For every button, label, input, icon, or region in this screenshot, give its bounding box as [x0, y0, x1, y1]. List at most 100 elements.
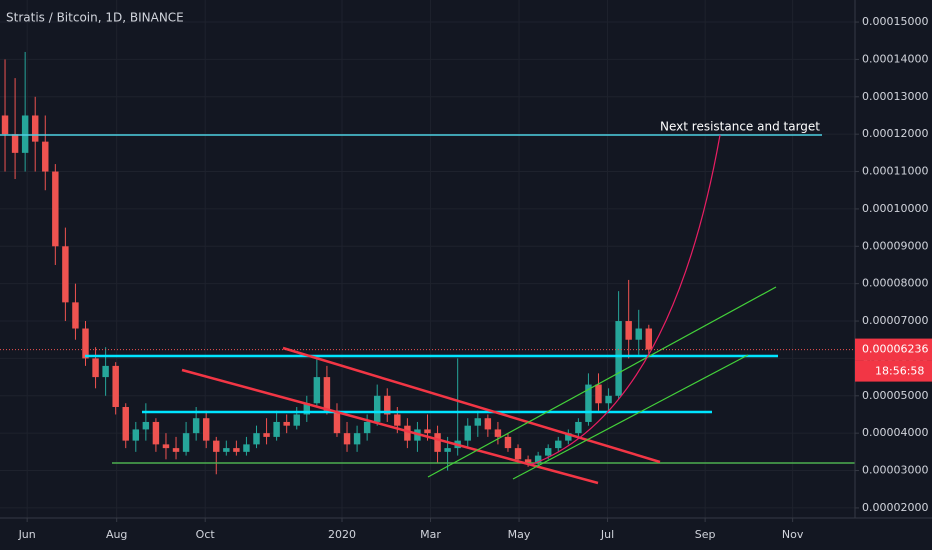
y-tick-label: 0.00007000 [862, 314, 928, 327]
candle-body [172, 448, 180, 452]
candle-body [132, 429, 140, 441]
candle-body [424, 429, 431, 434]
candle-body [1, 115, 9, 135]
candle-body [645, 328, 653, 350]
candle-body [313, 377, 321, 404]
y-tick-label: 0.00010000 [862, 202, 928, 215]
candle-body [595, 384, 602, 404]
candle-body [62, 246, 69, 303]
candle-body [544, 448, 552, 456]
candle-body [273, 421, 280, 437]
x-tick-label: May [508, 528, 531, 541]
down-trend-line [181, 368, 599, 485]
target-curve [529, 134, 721, 466]
candle-body [615, 321, 622, 396]
candle-body [202, 418, 210, 441]
up-trend-line [427, 286, 777, 478]
y-tick-label: 0.00014000 [862, 52, 928, 65]
candle-body [31, 115, 39, 142]
down-trend-line [282, 346, 661, 464]
candle-body [575, 421, 582, 434]
candle-body [333, 410, 341, 434]
candle-body [233, 448, 240, 452]
annotation: Next resistance and target [660, 120, 820, 134]
x-tick-label: Jul [600, 528, 614, 541]
axes: 0.00002000 0.00003000 0.00004000 0.00005000… [0, 15, 932, 541]
candle-body [534, 455, 542, 464]
candle-body [192, 418, 200, 434]
candle-body [82, 328, 89, 359]
candle-body [223, 448, 230, 452]
x-tick-label: Aug [106, 528, 127, 541]
candle-body [182, 433, 190, 452]
candle-body [474, 418, 482, 426]
y-tick-label: 0.00005000 [862, 389, 928, 402]
y-tick-label: 0.00002000 [862, 501, 928, 514]
candle-body [343, 433, 351, 445]
y-tick-label: 0.00009000 [862, 239, 928, 252]
candle-body [363, 421, 371, 434]
candle-body [585, 384, 592, 422]
candle-body [524, 459, 532, 464]
candle-body [555, 440, 562, 449]
candle-body [283, 421, 290, 426]
y-tick-label: 0.00008000 [862, 277, 928, 290]
candle-body [122, 407, 129, 441]
candle-body [323, 377, 331, 411]
candle-body [52, 171, 59, 247]
x-tick-label: Sep [695, 528, 716, 541]
x-tick-label: 2020 [328, 528, 356, 541]
candles [1, 51, 653, 475]
candle-body [263, 433, 270, 437]
countdown-box [855, 360, 932, 382]
candle-body [484, 418, 492, 430]
candle-body [162, 444, 170, 449]
candle-body [635, 328, 642, 340]
grid [0, 0, 855, 518]
y-tick-label: 0.00011000 [862, 165, 928, 178]
y-tick-label: 0.00015000 [862, 15, 928, 28]
candle-body [72, 302, 79, 329]
candle-body [42, 141, 49, 172]
candle-body [494, 429, 502, 437]
candle-body [102, 365, 109, 378]
candle-body [253, 433, 260, 445]
y-tick-label: 0.00013000 [862, 90, 928, 103]
candle-body [303, 403, 311, 415]
candle-body [213, 440, 220, 452]
chart-title: Stratis / Bitcoin, 1D, BINANCE [6, 11, 184, 25]
candle-body [293, 414, 300, 426]
candle-body [384, 395, 391, 415]
candle-body [353, 433, 361, 445]
candle-body [11, 134, 19, 153]
candle-body [142, 421, 150, 430]
x-tick-label: Jun [18, 528, 36, 541]
candle-body [605, 395, 612, 404]
countdown: 18:56:58 [875, 365, 924, 378]
candle-body [464, 425, 471, 441]
x-tick-label: Nov [782, 528, 804, 541]
x-tick-label: Oct [196, 528, 216, 541]
y-tick-label: 0.00003000 [862, 464, 928, 477]
drawings [0, 134, 855, 485]
candle-body [625, 321, 632, 340]
x-tick-label: Mar [420, 528, 441, 541]
price-label: 0.00006236 [862, 343, 928, 356]
candle-body [434, 433, 441, 452]
candle-body [152, 421, 160, 445]
up-trend-line [512, 354, 749, 480]
candle-body [373, 395, 381, 422]
candle-body [444, 448, 451, 452]
candle-body [514, 448, 522, 460]
candle-body [92, 358, 99, 378]
y-tick-label: 0.00012000 [862, 127, 928, 140]
price-label-box [855, 338, 932, 361]
y-tick-label: 0.00004000 [862, 426, 928, 439]
candle-body [243, 444, 250, 452]
candle-body [504, 436, 512, 449]
candle-body [21, 115, 29, 153]
candle-body [565, 433, 572, 441]
candle-body [112, 365, 119, 407]
